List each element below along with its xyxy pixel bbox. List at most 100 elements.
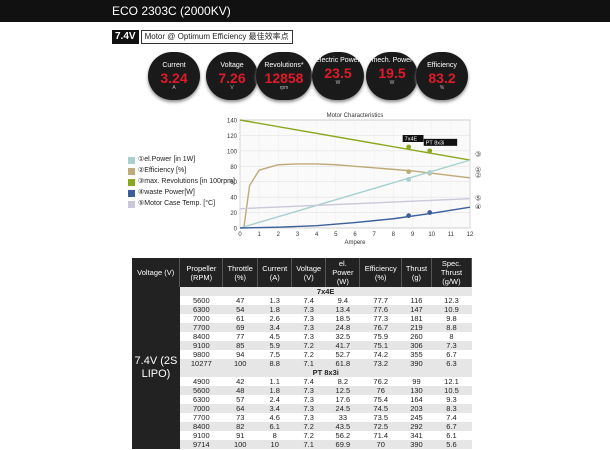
metric-unit: % <box>439 85 445 91</box>
table-cell: 7.3 <box>291 305 326 314</box>
table-cell: 10277 <box>179 359 223 368</box>
table-cell: 1.8 <box>257 386 292 395</box>
table-cell: 390 <box>401 440 432 449</box>
group-row: 7.4V (2S LIPO) 7x4E <box>132 287 472 449</box>
table-header-row: Voltage (V) Propeller (RPM) Throttle (%) Cu… <box>132 258 473 287</box>
table-header-cell: Efficiency (%) <box>359 258 402 287</box>
table-cell: 5.9 <box>257 341 292 350</box>
table-cell: 12.3 <box>444 296 459 305</box>
marker-point <box>406 169 412 175</box>
x-axis-label: Ampere <box>344 240 366 246</box>
metric-unit: V <box>230 85 234 91</box>
table-cell: 7.4 <box>303 296 314 305</box>
table-cell: 116 <box>410 296 423 305</box>
table-row: 9100 91 8 7.2 56.2 71.4 341 6.1 <box>132 431 472 440</box>
table-cell: 7.2 <box>303 431 314 440</box>
table-header-cell: Propeller (RPM) <box>179 258 224 287</box>
table-cell: 2.6 <box>269 314 280 323</box>
table-header-cell: Voltage (V) <box>291 258 327 287</box>
x-tick-label: 3 <box>296 232 300 238</box>
y-tick-label: 140 <box>227 119 238 125</box>
x-tick-label: 9 <box>411 232 415 238</box>
table-cell: 75.9 <box>373 332 389 341</box>
legend-item: ②Efficiency [%] <box>128 166 235 176</box>
table-row: 5600 48 1.8 7.3 12.5 76 130 10.5 <box>132 386 472 395</box>
table-cell: 77.6 <box>359 305 402 314</box>
table-cell: 24.8 <box>325 323 360 332</box>
table-header-cell: Spec. Thrust (g/W) <box>431 258 473 287</box>
table-cell: 6300 <box>192 395 210 404</box>
chart-legend: ①el.Power [in 1W] ②Efficiency [%] ③max. … <box>128 155 235 210</box>
table-header-cell: Thrust (g) <box>401 258 432 287</box>
table-cell: 203 <box>401 404 432 413</box>
metric-label: Revolutions* <box>264 62 304 69</box>
table-row: 6300 57 2.4 7.3 17.6 75.4 164 9.3 <box>132 395 472 404</box>
table-cell: 6.1 <box>446 431 457 440</box>
table-cell: 71.4 <box>373 431 389 440</box>
table-cell: 69 <box>222 323 258 332</box>
table-cell: 8.8 <box>257 359 292 368</box>
legend-swatch <box>128 156 135 164</box>
table-cell: 73 <box>236 413 245 422</box>
table-cell: 52.7 <box>335 350 351 359</box>
table-cell: 292 <box>401 422 432 431</box>
table-cell: 100 <box>222 440 258 449</box>
table-cell: 24.5 <box>325 404 360 413</box>
x-tick-label: 0 <box>238 232 242 238</box>
x-tick-label: 10 <box>428 232 435 238</box>
table-cell: 82 <box>222 422 258 431</box>
legend-label: ②Efficiency [%] <box>138 167 187 174</box>
marker-point <box>406 144 412 150</box>
table-cell: 245 <box>410 413 423 422</box>
x-tick-label: 4 <box>315 232 319 238</box>
table-row: 9800 94 7.5 7.2 52.7 74.2 355 6.7 <box>132 350 472 359</box>
table-cell: 7700 <box>179 323 223 332</box>
table-cell: 75.4 <box>373 395 389 404</box>
table-cell: 6.7 <box>446 350 457 359</box>
table-cell: 7.3 <box>291 404 326 413</box>
table-cell: 7.3 <box>303 413 314 422</box>
legend-item: ④waste Power[W] <box>128 188 235 198</box>
table-cell: 64 <box>222 404 258 413</box>
table-cell: 8.3 <box>431 404 472 413</box>
table-cell: 8400 <box>179 422 223 431</box>
table-cell: 7.1 <box>291 359 326 368</box>
group-label: 7x4E <box>179 287 472 296</box>
table-cell: 7.3 <box>291 386 326 395</box>
table-cell: 75.1 <box>359 341 402 350</box>
table-cell: 4900 <box>192 377 210 386</box>
table-cell: 181 <box>410 314 423 323</box>
metric-label: mech. Power <box>371 57 413 64</box>
metric-label: Current <box>162 62 186 69</box>
marker-label: PT 8x3i <box>426 140 445 146</box>
table-cell: 77.7 <box>373 296 389 305</box>
series-line <box>239 197 471 210</box>
table-cell: 73.5 <box>373 413 389 422</box>
table-cell: 219 <box>401 323 432 332</box>
series-line <box>239 119 471 161</box>
table-cell: 74.2 <box>373 350 389 359</box>
table-cell: 69.9 <box>325 440 360 449</box>
series-end-label: ② <box>475 172 481 180</box>
table-cell: 6300 <box>179 305 223 314</box>
y-tick-label: 80 <box>230 165 237 171</box>
table-row: 8400 77 4.5 7.3 32.5 75.9 260 8 <box>132 332 472 341</box>
page-title: ECO 2303C (2000KV) <box>112 4 231 18</box>
metric-unit: rpm <box>279 85 289 91</box>
table-cell: 130 <box>401 386 432 395</box>
table-cell: 76.2 <box>373 377 389 386</box>
table-cell: 99 <box>412 377 421 386</box>
chart-title: Motor Characteristics <box>327 113 384 119</box>
y-tick-label: 40 <box>230 196 237 202</box>
table-cell: 4.6 <box>269 413 280 422</box>
table-row: 5600 47 1.3 7.4 9.4 77.7 116 12.3 <box>132 296 472 305</box>
table-cell: 7.5 <box>269 350 280 359</box>
metric-unit: A <box>172 85 176 91</box>
table-cell: 7.3 <box>291 323 326 332</box>
marker-point <box>427 148 433 154</box>
group-row: PT 8x3i <box>132 368 472 377</box>
table-cell: 9714 <box>179 440 223 449</box>
table-cell: 61.8 <box>325 359 360 368</box>
legend-item: ①el.Power [in 1W] <box>128 155 235 165</box>
table-cell: 47 <box>236 296 245 305</box>
